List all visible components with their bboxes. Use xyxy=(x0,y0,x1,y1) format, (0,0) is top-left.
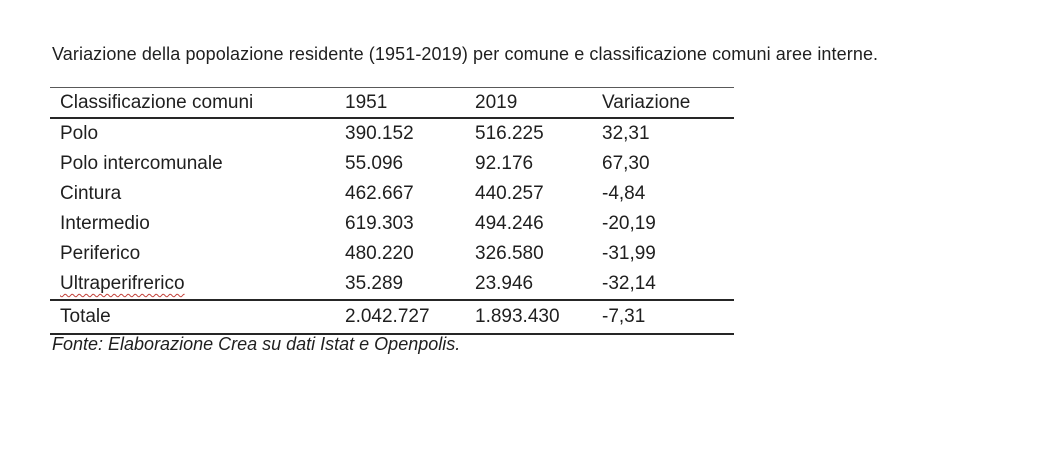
cell-classificazione: Intermedio xyxy=(60,213,150,234)
table-header-row: Classificazione comuni 1951 2019 Variazi… xyxy=(50,87,734,119)
column-header-variazione: Variazione xyxy=(602,87,734,119)
cell-classificazione: Polo intercomunale xyxy=(60,153,223,174)
cell-classificazione: Totale xyxy=(50,299,345,334)
misspelled-word: Ultraperifrerico xyxy=(60,273,185,294)
column-header-classificazione: Classificazione comuni xyxy=(50,87,345,119)
source-note: Fonte: Elaborazione Crea su dati Istat e… xyxy=(52,334,461,354)
table-row: Intermedio 619.303 494.246 -20,19 xyxy=(50,209,734,239)
cell-2019: 1.893.430 xyxy=(475,299,602,334)
cell-1951: 2.042.727 xyxy=(345,299,475,334)
table-row: Polo intercomunale 55.096 92.176 67,30 xyxy=(50,149,734,179)
table-row: Ultraperifrerico 35.289 23.946 -32,14 xyxy=(50,269,734,300)
table-row: Polo 390.152 516.225 32,31 xyxy=(50,118,734,149)
cell-1951: 390.152 xyxy=(345,123,414,144)
cell-2019: 92.176 xyxy=(475,153,534,174)
cell-classificazione: Polo xyxy=(60,123,99,144)
cell-2019: 440.257 xyxy=(475,183,544,204)
cell-classificazione: Ultraperifrerico xyxy=(50,269,345,300)
table-row: Periferico 480.220 326.580 -31,99 xyxy=(50,239,734,269)
cell-variazione: -20,19 xyxy=(602,213,656,234)
cell-variazione: -31,99 xyxy=(602,243,656,264)
cell-variazione: -4,84 xyxy=(602,183,646,204)
cell-1951: 480.220 xyxy=(345,243,414,264)
cell-classificazione: Cintura xyxy=(60,183,122,204)
cell-variazione: 32,31 xyxy=(602,123,650,144)
cell-variazione: -7,31 xyxy=(602,299,734,334)
cell-variazione: 67,30 xyxy=(602,153,650,174)
cell-classificazione: Periferico xyxy=(60,243,141,264)
cell-1951: 462.667 xyxy=(345,183,414,204)
page-title: Variazione della popolazione residente (… xyxy=(52,44,879,64)
table-row: Cintura 462.667 440.257 -4,84 xyxy=(50,179,734,209)
column-header-1951: 1951 xyxy=(345,87,475,119)
cell-2019: 516.225 xyxy=(475,123,544,144)
population-table: Classificazione comuni 1951 2019 Variazi… xyxy=(50,87,734,335)
cell-2019: 326.580 xyxy=(475,243,544,264)
cell-1951: 35.289 xyxy=(345,273,404,294)
cell-variazione: -32,14 xyxy=(602,273,656,294)
column-header-2019: 2019 xyxy=(475,87,602,119)
cell-2019: 23.946 xyxy=(475,273,534,294)
table-total-row: Totale 2.042.727 1.893.430 -7,31 xyxy=(50,299,734,334)
cell-1951: 55.096 xyxy=(345,153,404,174)
cell-1951: 619.303 xyxy=(345,213,414,234)
cell-2019: 494.246 xyxy=(475,213,544,234)
